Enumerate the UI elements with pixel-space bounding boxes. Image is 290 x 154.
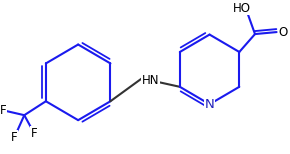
Text: HN: HN: [142, 74, 160, 87]
Text: F: F: [0, 104, 6, 117]
Text: F: F: [31, 127, 37, 140]
Text: F: F: [11, 131, 18, 144]
Text: HO: HO: [233, 2, 251, 15]
Text: N: N: [205, 98, 214, 111]
Text: O: O: [279, 26, 288, 38]
